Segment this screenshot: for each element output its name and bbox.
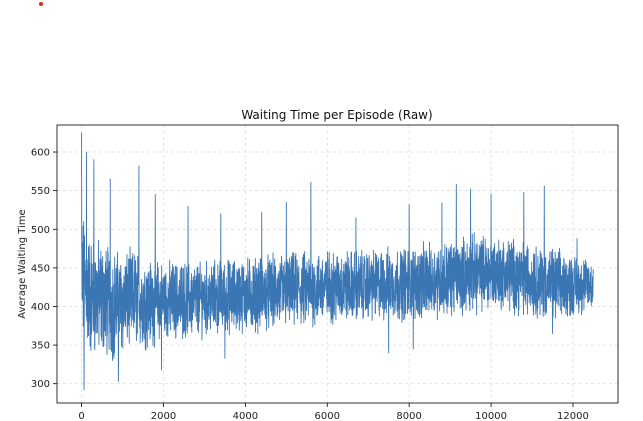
plot-frame xyxy=(56,124,619,404)
y-axis-ticks: 300 350 400 450 500 550 600 xyxy=(31,148,57,390)
x-tick-label: 4000 xyxy=(233,411,258,421)
chart-title: Waiting Time per Episode (Raw) xyxy=(241,108,432,122)
y-axis-label: Average Waiting Time xyxy=(17,209,28,318)
x-axis-ticks: 0 2000 4000 6000 8000 10000 12000 xyxy=(78,403,589,421)
series-line xyxy=(81,132,594,391)
x-tick-label: 10000 xyxy=(475,411,507,421)
y-tick-label: 600 xyxy=(31,148,50,159)
red-dot-marker xyxy=(39,2,43,6)
series-line-path xyxy=(81,132,594,391)
x-tick-label: 0 xyxy=(78,411,84,421)
y-tick-label: 550 xyxy=(31,186,50,197)
y-tick-label: 400 xyxy=(31,302,50,313)
x-tick-label: 2000 xyxy=(151,411,176,421)
y-tick-label: 350 xyxy=(31,341,50,352)
x-tick-label: 12000 xyxy=(557,411,589,421)
y-tick-label: 300 xyxy=(31,379,50,390)
y-tick-label: 500 xyxy=(31,225,50,236)
x-tick-label: 8000 xyxy=(396,411,421,421)
x-tick-label: 6000 xyxy=(315,411,340,421)
y-tick-label: 450 xyxy=(31,263,50,274)
